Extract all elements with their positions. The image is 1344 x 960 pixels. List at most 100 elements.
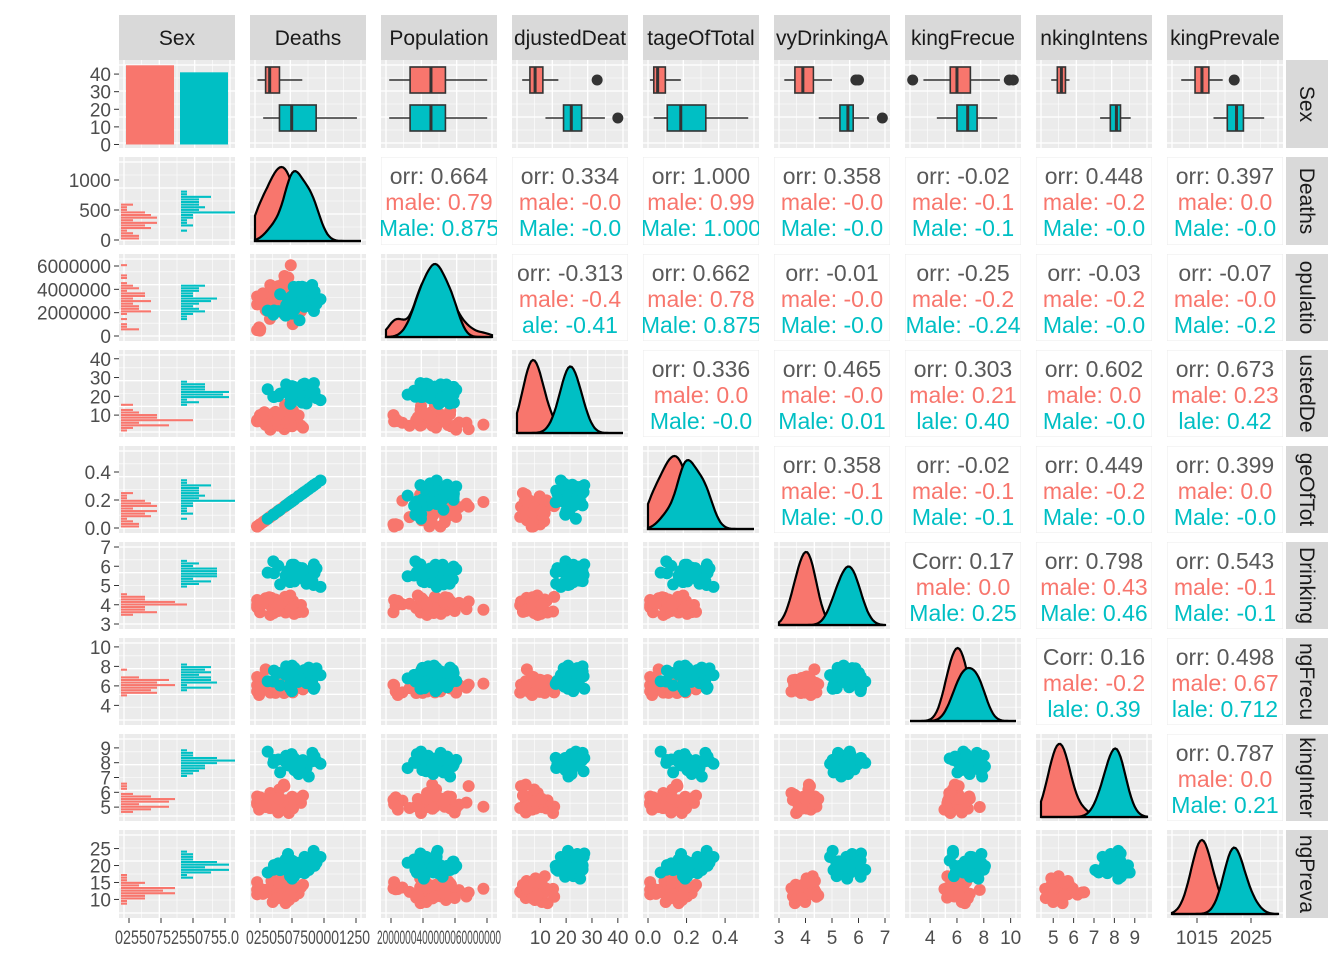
x-tick-label: 20 (556, 928, 577, 949)
histogram-bar (181, 195, 211, 198)
scatter-point (677, 758, 690, 771)
histogram-bar (181, 863, 229, 866)
histogram-bar (181, 403, 187, 406)
histogram-bar (121, 305, 139, 308)
corr-label: male: -0.2 (1043, 478, 1145, 504)
corr-label: Male: 0.21 (1171, 792, 1278, 818)
row-strip-label: ustedDe (1295, 354, 1318, 432)
corr-label: Male: -0.0 (519, 215, 621, 241)
x-tick-label: 2000000400000060000000 (377, 928, 501, 949)
corr-label: male: 0.43 (1040, 574, 1147, 600)
histogram-bar (181, 214, 193, 217)
y-tick-label: 5 (100, 577, 111, 598)
panel-PercentageOfTotal-Sex (119, 446, 235, 533)
scatter-point (410, 866, 423, 879)
row-strip: Deaths (1286, 157, 1328, 245)
y-tick-label: 30 (90, 83, 111, 104)
histogram-bar (121, 274, 127, 277)
histogram-bar (181, 502, 193, 505)
corr-panel-background (1167, 254, 1283, 341)
scatter-point (307, 377, 320, 390)
histogram-bar (121, 876, 127, 879)
y-tick-label: 4000000 (37, 280, 111, 301)
histogram-bar (181, 585, 187, 588)
y-tick-label: 7 (100, 769, 111, 790)
scatter-point (261, 566, 274, 579)
histogram-bar (181, 300, 211, 303)
histogram-bar (181, 190, 187, 193)
histogram-bar (181, 858, 193, 861)
scatter-point (437, 503, 450, 516)
scatter-point (973, 801, 986, 814)
corr-label: orr: 0.399 (1176, 452, 1274, 478)
scatter-point (411, 792, 424, 805)
panel-HeavyDrinkingAdults-Deaths (250, 542, 366, 629)
corr-label: Male: -0.2 (1174, 312, 1276, 338)
scatter-point (448, 892, 461, 905)
x-tick-label: 5 (1048, 928, 1059, 949)
scatter-point (665, 876, 678, 889)
scatter-point (943, 752, 956, 765)
panel-Sex-Population (381, 60, 497, 148)
y-tick-label: 6 (100, 783, 111, 804)
histogram-bar (121, 504, 157, 507)
scatter-point (251, 876, 264, 889)
y-tick-label: 3 (100, 615, 111, 636)
scatter-point (649, 887, 662, 900)
histogram-bar (121, 323, 127, 326)
corr-label: orr: 0.465 (783, 356, 881, 382)
row-strip: ustedDe (1286, 350, 1328, 437)
scatter-point (425, 515, 438, 528)
histogram-bar (121, 678, 169, 681)
scatter-point (270, 892, 283, 905)
corr-panel-background (1036, 446, 1152, 533)
scatter-point (440, 754, 453, 767)
panel-DrinkingFrecuency-HeavyDrinkingAdults (774, 638, 890, 725)
x-tick-label: 10 (530, 928, 551, 949)
scatter-point (272, 598, 285, 611)
scatter-point (700, 682, 713, 695)
histogram-bar (121, 492, 133, 495)
scatter-point (644, 798, 657, 811)
scatter-point (547, 605, 560, 618)
column-strip-label: tageOfTotal (647, 27, 754, 50)
bar (180, 72, 228, 145)
x-tick-label: 40 (607, 928, 628, 949)
corr-label: Male: 0.875 (379, 215, 499, 241)
corr-label: male: 0.0 (1178, 766, 1273, 792)
scatter-point (411, 589, 424, 602)
y-tick-label: 6000000 (37, 257, 111, 278)
corr-label: Male: -0.0 (781, 215, 883, 241)
histogram-bar (121, 214, 151, 217)
column-strip-bg (643, 15, 759, 60)
outlier (907, 74, 919, 86)
histogram-bar (181, 564, 193, 568)
y-tick-label: 40 (90, 350, 111, 371)
y-tick-label: 25 (90, 840, 111, 861)
histogram-bar (181, 876, 193, 879)
corr-panel-background (643, 254, 759, 341)
scatter-point (677, 677, 690, 690)
histogram-bar (121, 237, 139, 240)
corr-label: male: -0.2 (1043, 189, 1145, 215)
corr-label: male: 0.0 (1047, 382, 1142, 408)
corr-label: Male: -0.0 (650, 408, 752, 434)
box (409, 66, 447, 94)
histogram-bar (121, 785, 127, 788)
scatter-point (284, 758, 297, 771)
corr-panel-background (1167, 638, 1283, 725)
histogram-bar (121, 510, 157, 513)
scatter-point (695, 770, 708, 783)
column-strip-bg (250, 15, 366, 60)
column-strip-bg (512, 15, 628, 60)
x-tick-label: 2025 (1230, 928, 1272, 949)
y-tick-label: 20 (90, 387, 111, 408)
corr-label: orr: 0.303 (914, 356, 1012, 382)
panel-HeavyDrinkingAdults-HeavyDrinkingAdults (774, 542, 890, 629)
